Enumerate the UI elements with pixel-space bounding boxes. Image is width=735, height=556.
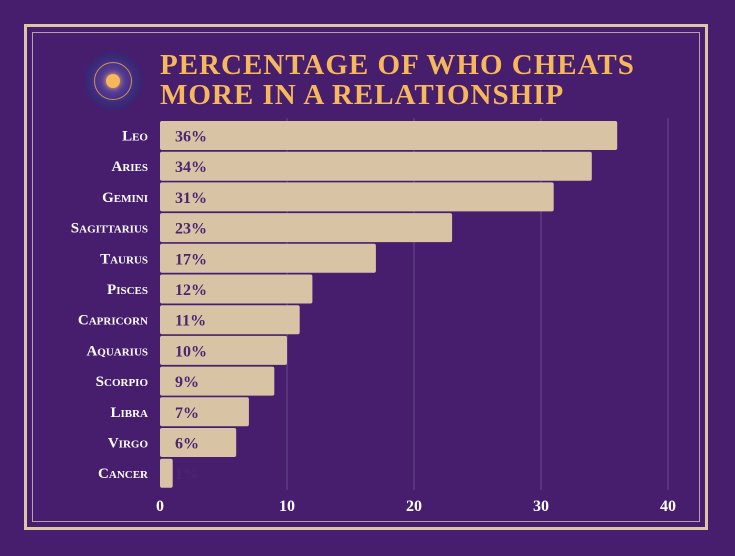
- data-label: 1%: [175, 466, 199, 483]
- data-label: 31%: [175, 190, 207, 207]
- category-label: Libra: [110, 405, 148, 421]
- title-line-2: more in a relationship: [160, 79, 565, 111]
- bar: [160, 213, 453, 243]
- bar: [160, 305, 300, 335]
- category-label: Leo: [122, 129, 148, 145]
- bar: [160, 121, 618, 150]
- zodiac-wheel-icon: [84, 52, 142, 110]
- category-label: Virgo: [108, 436, 149, 452]
- category-label: Taurus: [100, 251, 148, 267]
- bar: [160, 243, 376, 273]
- bar: [160, 151, 592, 181]
- bar: [160, 335, 287, 365]
- data-label: 36%: [175, 129, 207, 146]
- data-label: 6%: [175, 436, 199, 453]
- data-label: 9%: [175, 374, 199, 391]
- bar: [160, 458, 173, 488]
- data-label: 17%: [175, 251, 207, 268]
- category-label: Capricorn: [78, 313, 148, 329]
- data-label: 11%: [175, 313, 206, 330]
- data-label: 34%: [175, 159, 207, 176]
- data-label: 7%: [175, 405, 199, 422]
- x-tick-label: 10: [279, 498, 295, 515]
- x-tick-label: 30: [533, 498, 549, 515]
- title-line-1: Percentage of who cheats: [160, 49, 635, 81]
- x-tick-label: 0: [156, 498, 164, 515]
- category-label: Aquarius: [86, 343, 148, 359]
- category-label: Gemini: [102, 190, 148, 206]
- x-tick-label: 20: [406, 498, 422, 515]
- data-label: 12%: [175, 282, 207, 299]
- data-label: 10%: [175, 343, 207, 360]
- category-label: Pisces: [107, 282, 148, 298]
- x-tick-label: 40: [660, 498, 676, 515]
- bar: [160, 274, 313, 304]
- bar: [160, 366, 275, 396]
- category-label: Cancer: [98, 466, 149, 482]
- category-label: Scorpio: [96, 374, 149, 390]
- chart-title: Percentage of who cheats more in a relat…: [160, 50, 635, 110]
- bar: [160, 182, 554, 212]
- bar: [160, 397, 249, 427]
- bar: [160, 428, 237, 457]
- inner-frame: [32, 32, 700, 522]
- category-label: Aries: [111, 159, 148, 175]
- category-label: Sagittarius: [71, 221, 148, 237]
- outer-frame: [24, 24, 708, 530]
- data-label: 23%: [175, 221, 207, 238]
